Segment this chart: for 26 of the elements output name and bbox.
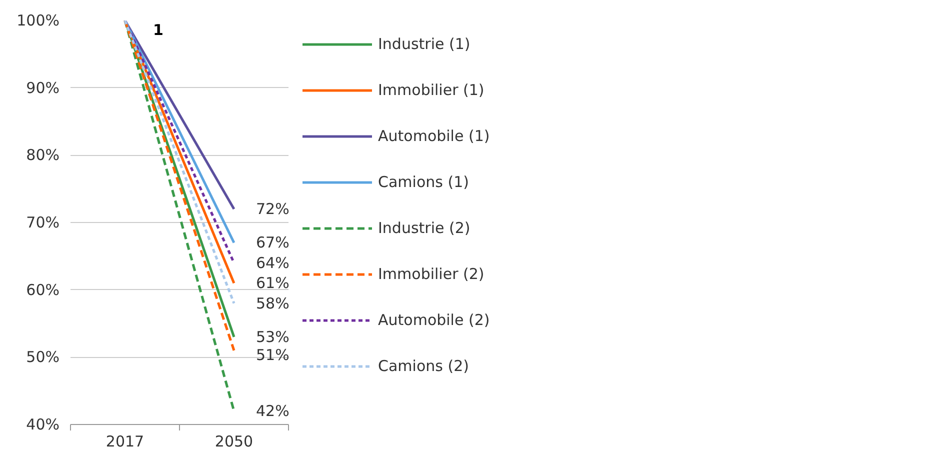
data-label: 42% (256, 402, 290, 420)
legend-label: Automobile (1) (378, 127, 490, 145)
y-tick-label: 80% (26, 146, 60, 164)
legend-label: Immobilier (2) (378, 265, 484, 283)
legend-label: Camions (2) (378, 357, 469, 375)
y-tick-label: 100% (16, 12, 60, 30)
data-label: 53% (256, 328, 290, 346)
y-tick-label: 90% (26, 78, 60, 97)
data-label: 61% (256, 274, 290, 292)
y-tick-label: 70% (26, 214, 60, 232)
legend-label: Industrie (1) (378, 35, 470, 53)
x-tick-label: 2050 (214, 432, 254, 450)
annotation: 1 (153, 21, 164, 39)
data-label: 64% (256, 254, 290, 272)
legend-label: Immobilier (1) (378, 81, 484, 99)
data-label: 51% (256, 346, 290, 364)
data-label: 72% (256, 200, 290, 218)
y-tick-label: 60% (26, 280, 60, 299)
legend-label: Automobile (2) (378, 311, 490, 329)
legend-label: Camions (1) (378, 173, 469, 191)
data-label: 67% (256, 234, 290, 252)
legend-label: Industrie (2) (378, 219, 470, 237)
y-tick-label: 40% (26, 416, 60, 434)
x-tick-label: 2017 (106, 432, 144, 450)
data-label: 58% (256, 294, 290, 312)
y-tick-label: 50% (26, 348, 60, 366)
